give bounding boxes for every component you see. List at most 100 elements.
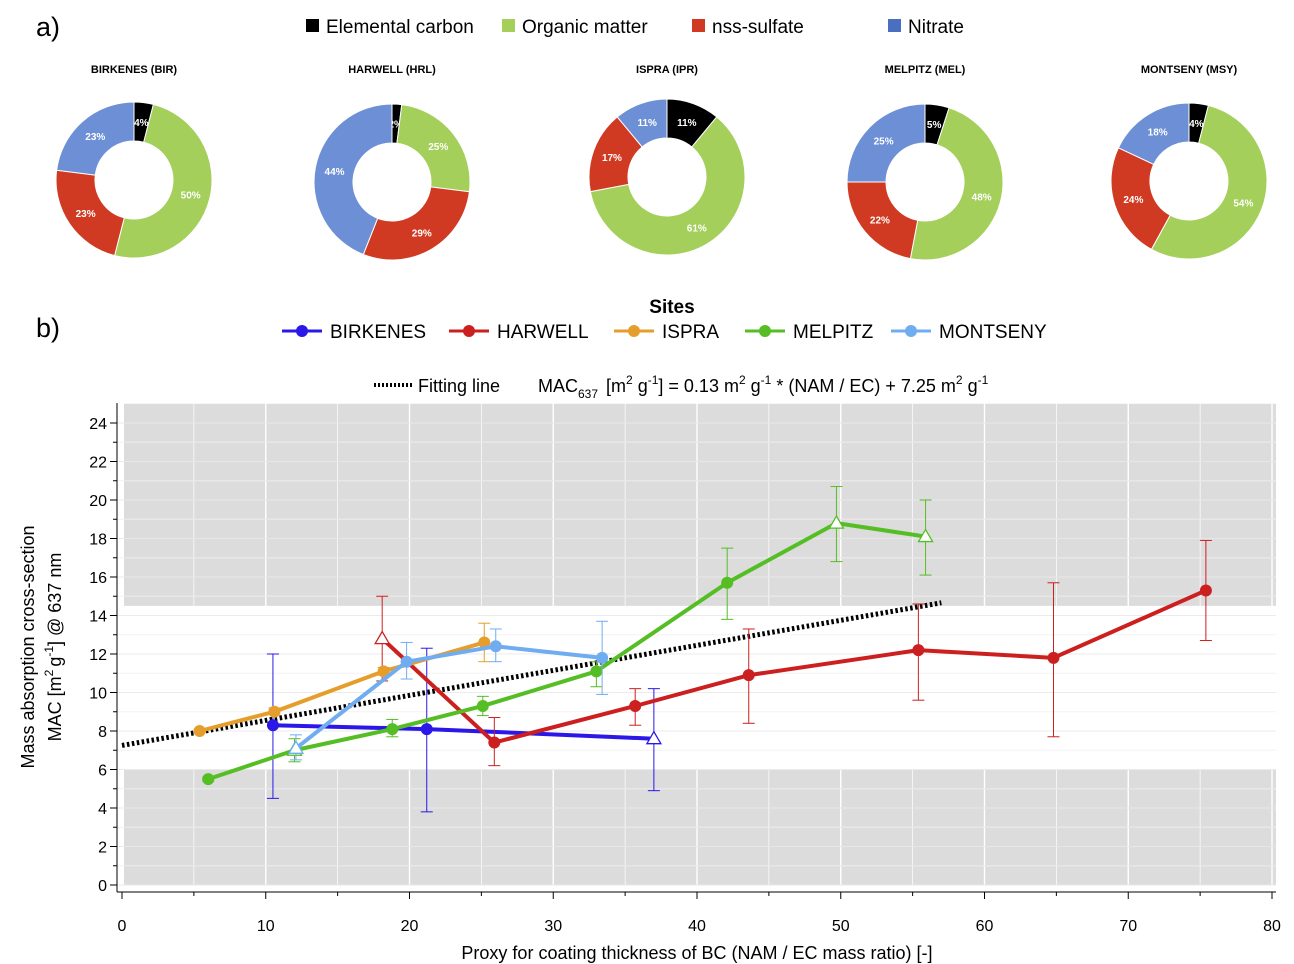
data-point xyxy=(721,576,734,589)
series-harwell xyxy=(374,539,1212,767)
data-point xyxy=(202,773,215,786)
donut-slice-label: 4% xyxy=(1189,119,1204,130)
donut-slice-label: 29% xyxy=(412,228,432,239)
donut-slice-label: 22% xyxy=(870,215,890,226)
donut-slice-label: 44% xyxy=(325,167,345,178)
y-tick-label: 0 xyxy=(98,878,107,895)
series-line xyxy=(207,521,926,782)
x-tick-label: 20 xyxy=(401,918,419,935)
donut-slice-om xyxy=(589,116,746,256)
y-tick-label: 8 xyxy=(98,724,107,741)
data-point xyxy=(590,665,603,678)
x-axis-title: Proxy for coating thickness of BC (NAM /… xyxy=(461,943,932,963)
donut-melpitz-mel: MELPITZ (MEL) 5% 48% 22% 25% xyxy=(846,64,1004,261)
donut-slice-label: 54% xyxy=(1233,199,1253,210)
fit-line-path xyxy=(121,600,942,748)
donut-ispra-ipr: ISPRA (IPR) 11% 61% 17% 11% xyxy=(588,64,746,256)
legend-label-ispra: ISPRA xyxy=(662,322,719,343)
donut-title: ISPRA (IPR) xyxy=(636,64,698,76)
legend-label-nitrate: Nitrate xyxy=(908,17,964,38)
y-tick-label: 18 xyxy=(89,532,107,549)
y-axis-title-line1: Mass absorption cross-section xyxy=(18,525,38,768)
donut-title: MONTSENY (MSY) xyxy=(1141,64,1238,76)
legend-swatch-organic-matter xyxy=(502,19,515,32)
donut-slice-nitrate xyxy=(56,101,135,176)
legend-marker-montseny xyxy=(905,325,917,337)
x-tick-label: 50 xyxy=(832,918,850,935)
y-tick-label: 6 xyxy=(98,763,107,780)
y-tick-label: 10 xyxy=(89,686,107,703)
data-point xyxy=(400,655,413,668)
donut-slice-nitrate xyxy=(1117,102,1190,166)
fit-equation: MAC637 [m2 g-1] = 0.13 m2 g-1 * (NAM / EC) +… xyxy=(538,373,989,401)
y-tick-label: 2 xyxy=(98,840,107,857)
x-tick-label: 40 xyxy=(688,918,706,935)
donut-title: MELPITZ (MEL) xyxy=(885,64,966,76)
data-point xyxy=(912,644,925,657)
donut-slice-om xyxy=(113,103,213,259)
donut-slice-label: 25% xyxy=(428,142,448,153)
series-montseny xyxy=(287,620,609,761)
donut-title: BIRKENES (BIR) xyxy=(91,64,178,76)
legend-label-organic-matter: Organic matter xyxy=(522,17,648,38)
donut-slice-nitrate xyxy=(846,103,926,183)
legend-swatch-nss-sulfate xyxy=(692,19,705,32)
data-point xyxy=(193,725,206,737)
legend-label-nss-sulfate: nss-sulfate xyxy=(712,17,804,38)
legend-label-elemental-carbon: Elemental carbon xyxy=(326,17,474,38)
legend-label-melpitz: MELPITZ xyxy=(793,322,874,343)
fit-legend-label: Fitting line xyxy=(418,376,500,396)
composition-legend: Elemental carbon Organic matter nss-sulfat… xyxy=(306,17,964,38)
x-tick-label: 70 xyxy=(1119,918,1137,935)
donut-slice-nitrate xyxy=(616,98,668,148)
donut-slice-label: 23% xyxy=(76,209,96,220)
series-line xyxy=(294,644,603,750)
sites-legend: BIRKENES HARWELL ISPRA MELPITZ MONTSENY xyxy=(282,322,1047,343)
data-point xyxy=(268,705,281,718)
legend-label-harwell: HARWELL xyxy=(497,322,589,343)
x-tick-label: 80 xyxy=(1263,918,1281,935)
donut-slice-om xyxy=(1150,104,1268,260)
donut-slice-label: 5% xyxy=(927,120,942,131)
donut-slice-nitrate xyxy=(313,103,393,256)
legend-marker-ispra xyxy=(628,325,640,337)
donut-harwell-hrl: HARWELL (HRL) 2% 25% 29% 44% xyxy=(313,64,471,261)
data-point xyxy=(488,736,501,749)
donut-charts: BIRKENES (BIR) 4% 50% 23% 23% HARWELL (HRL) 2%… xyxy=(55,64,1268,261)
y-axis-title: Mass absorption cross-section MAC [m2g-1… xyxy=(18,525,65,768)
donut-slice-label: 23% xyxy=(85,132,105,143)
y-axis-title-line2: MAC [m2g-1] @ 637 nm xyxy=(42,553,65,742)
donut-slice-label: 24% xyxy=(1123,195,1143,206)
donut-title: HARWELL (HRL) xyxy=(348,64,436,76)
y-tick-label: 22 xyxy=(89,455,107,472)
data-point xyxy=(476,699,489,712)
data-point xyxy=(478,636,491,649)
legend-swatch-elemental-carbon xyxy=(306,19,319,32)
x-tick-label: 10 xyxy=(257,918,275,935)
donut-slice-om xyxy=(396,104,471,193)
donut-slice-label: 18% xyxy=(1148,128,1168,139)
data-point xyxy=(629,699,642,712)
donut-birkenes-bir: BIRKENES (BIR) 4% 50% 23% 23% xyxy=(55,64,213,259)
donut-slice-sulfate xyxy=(362,186,470,261)
legend-label-montseny: MONTSENY xyxy=(939,322,1047,343)
data-point-triangle xyxy=(917,528,934,543)
data-point-triangle xyxy=(828,514,845,529)
data-point xyxy=(489,640,502,653)
donut-slice-label: 48% xyxy=(972,193,992,204)
data-point-triangle xyxy=(374,630,391,645)
shaded-band-1 xyxy=(124,403,1276,606)
legend-label-birkenes: BIRKENES xyxy=(330,322,426,343)
donut-slice-label: 17% xyxy=(602,153,622,164)
donut-slice-label: 2% xyxy=(388,120,403,131)
data-point xyxy=(1199,584,1212,597)
y-tick-label: 14 xyxy=(89,609,107,626)
donut-slice-label: 11% xyxy=(637,118,657,129)
donut-slice-label: 4% xyxy=(134,118,149,129)
donut-slice-label: 61% xyxy=(687,223,707,234)
panel-a-label: a) xyxy=(36,12,60,42)
legend-swatch-nitrate xyxy=(888,19,901,32)
y-tick-label: 4 xyxy=(98,801,107,818)
